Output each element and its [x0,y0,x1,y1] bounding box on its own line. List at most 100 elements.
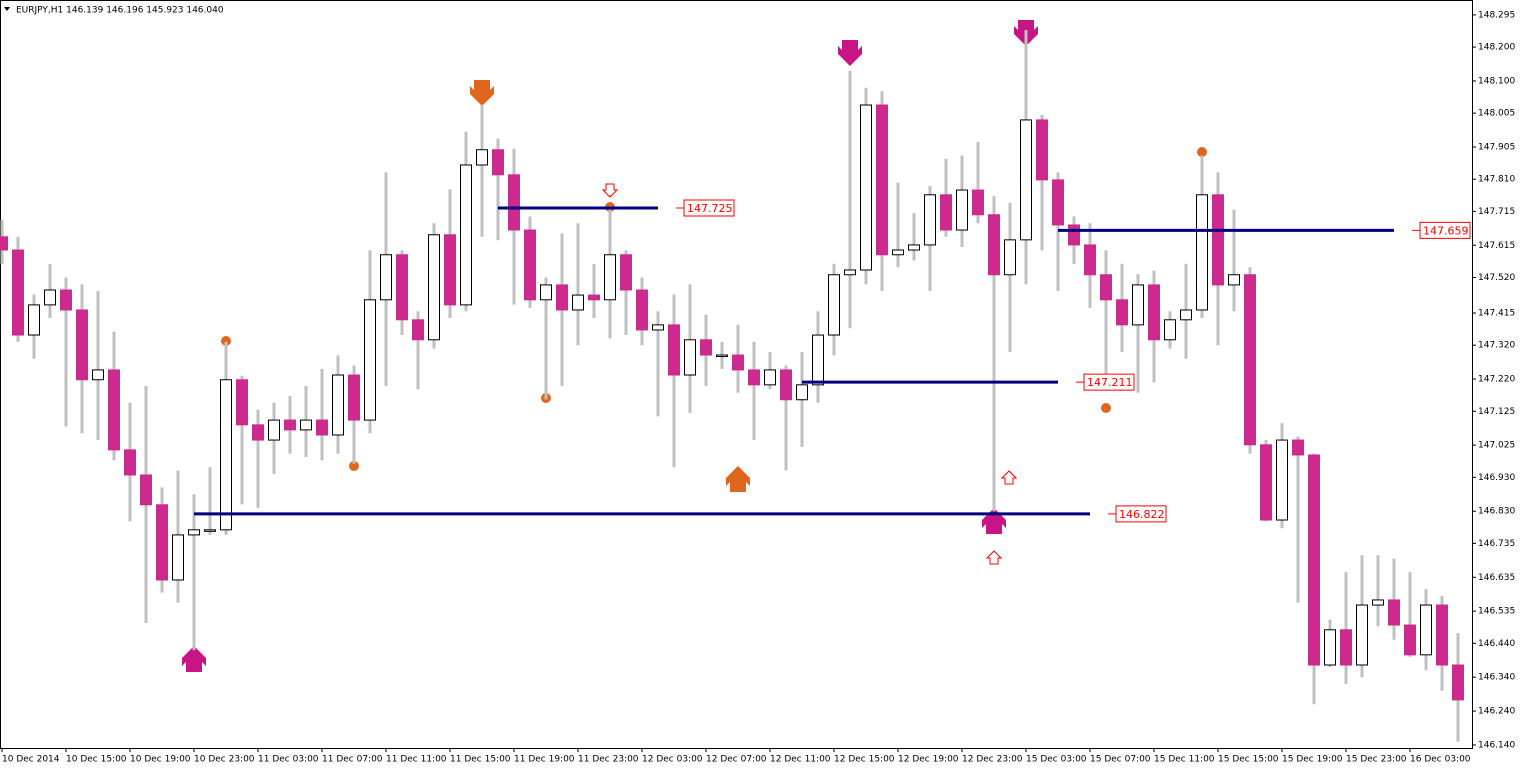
candle-body [1308,454,1320,666]
y-tick-label: 148.200 [1478,43,1515,53]
candle-body [1260,444,1272,521]
candle-body [716,354,728,358]
y-tick-label: 146.635 [1478,573,1515,583]
candle-body [1372,599,1384,606]
candle-body [620,254,632,291]
y-tick-label: 147.125 [1478,407,1515,417]
candle-body [428,234,440,341]
x-tick-label: 15 Dec 03:00 [1026,755,1087,765]
candle-body [204,529,216,532]
level-label-box [1115,505,1167,523]
candle-body [1020,119,1032,241]
candle-body [220,379,232,531]
candle-body [764,369,776,386]
candle-body [668,324,680,376]
candle-body [700,339,712,356]
candle-body [412,319,424,341]
candle-body [1100,274,1112,301]
candle-body [1196,194,1208,311]
candle-body [492,149,504,176]
candle-body [444,234,456,306]
x-tick-label: 11 Dec 23:00 [578,755,639,765]
candle-body [1116,299,1128,326]
candle-body [1180,309,1192,321]
candle-body [1324,629,1336,666]
candle-body [556,284,568,311]
candle-body [476,149,488,166]
y-tick-label: 148.295 [1478,10,1515,20]
candle-body [252,424,264,441]
candle-body [1212,194,1224,286]
menu-caret[interactable] [4,7,10,11]
up-arrow [726,466,750,492]
candle-body [812,334,824,386]
y-tick-label: 146.240 [1478,707,1515,717]
candle-body [12,249,24,336]
candle-body [1244,274,1256,446]
x-tick-label: 15 Dec 23:00 [1346,755,1407,765]
y-tick-label: 146.735 [1478,539,1515,549]
candle-body [140,474,152,506]
hollow-arrow [601,183,619,198]
x-tick-label: 12 Dec 19:00 [898,755,959,765]
candle-body [332,374,344,436]
candle-body [1276,439,1288,521]
candle-body [684,339,696,376]
x-tick-label: 15 Dec 07:00 [1090,755,1151,765]
candle-body [1036,119,1048,181]
candle-body [108,369,120,451]
level-label-box [1419,221,1471,239]
signal-dot [1197,147,1207,157]
x-tick-label: 12 Dec 11:00 [770,755,831,765]
candle-body [92,369,104,381]
candle-body [348,374,360,421]
y-tick-label: 147.715 [1478,207,1515,217]
candle-body [1340,629,1352,666]
x-tick-label: 11 Dec 11:00 [386,755,447,765]
candle-body [268,419,280,441]
y-tick-label: 147.905 [1478,143,1515,153]
candle-body [0,236,8,251]
x-tick-label: 11 Dec 03:00 [258,755,319,765]
y-tick-label: 147.415 [1478,309,1515,319]
y-tick-label: 146.830 [1478,507,1515,517]
candle-body [1388,599,1400,626]
y-tick-label: 147.025 [1478,441,1515,451]
candle-body [1068,224,1080,246]
candle-body [652,324,664,331]
level-label: 147.725 [687,202,733,215]
candle-body [972,189,984,216]
candle-body [60,289,72,311]
candle-body [44,289,56,306]
x-tick-label: 11 Dec 15:00 [450,755,511,765]
candle-body [540,284,552,301]
candle-body [1420,604,1432,656]
candle-body [124,449,136,476]
candle-body [988,214,1000,276]
candle-body [236,379,248,426]
x-tick-label: 10 Dec 23:00 [194,755,255,765]
candle-body [732,354,744,371]
x-tick-label: 15 Dec 15:00 [1218,755,1279,765]
x-tick-label: 11 Dec 19:00 [514,755,575,765]
candle-body [1404,624,1416,656]
candle-body [1452,664,1464,701]
x-tick-label: 12 Dec 07:00 [706,755,767,765]
candle-body [1228,274,1240,286]
candle-body [604,254,616,301]
candle-body [876,104,888,256]
candle-body [1148,284,1160,341]
level-label-box [1083,373,1135,391]
candle-body [1132,284,1144,326]
candle-body [1292,439,1304,456]
candle-body [300,419,312,431]
candle-body [76,309,88,381]
candle-body [796,384,808,401]
candle-body [460,164,472,306]
candle-body [636,289,648,331]
hollow-arrow [985,550,1003,565]
candle-body [28,304,40,336]
y-tick-label: 146.930 [1478,473,1515,483]
